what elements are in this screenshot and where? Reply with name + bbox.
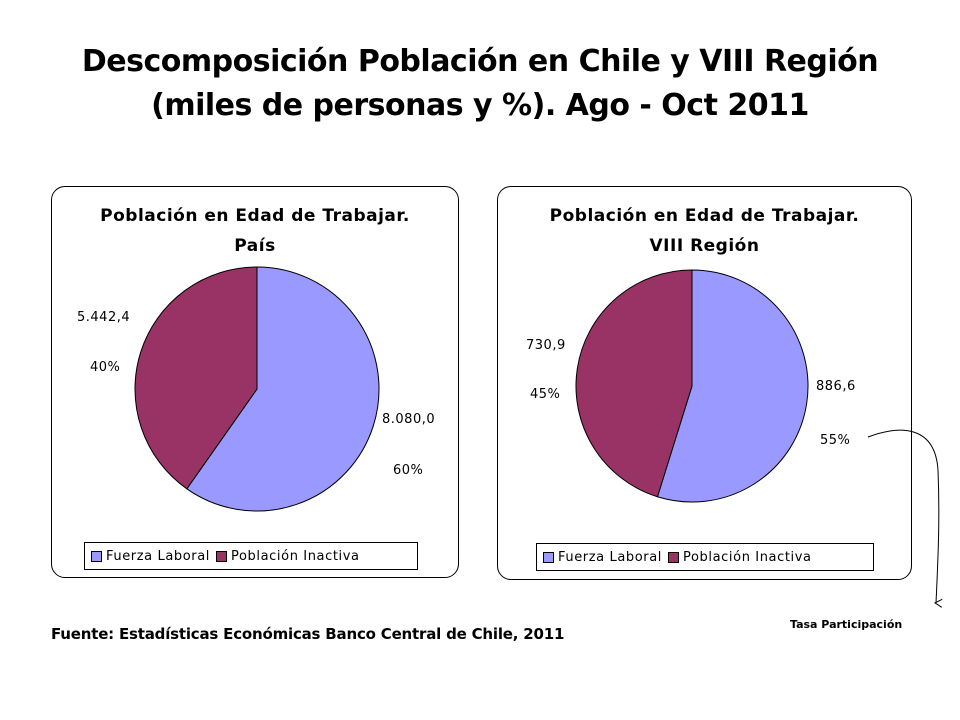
chart-pais: Población en Edad de Trabajar. País 8.08… bbox=[51, 186, 459, 578]
tasa-participacion-label: Tasa Participación bbox=[790, 618, 903, 631]
legend-label-poblacion-inactiva: Población Inactiva bbox=[683, 549, 812, 565]
slide-title-line2: (miles de personas y %). Ago - Oct 2011 bbox=[151, 88, 809, 123]
chart-title-pais: Población en Edad de Trabajar. País bbox=[52, 201, 458, 261]
pie-slice-fuerza-laboral bbox=[186, 266, 380, 512]
percent-label-poblacion-inactiva: 45% bbox=[530, 387, 560, 402]
legend-item-fuerza-laboral: Fuerza Laboral bbox=[91, 549, 210, 564]
legend-swatch-poblacion-inactiva bbox=[668, 551, 680, 563]
value-label-poblacion-inactiva: 730,9 bbox=[526, 338, 566, 353]
legend-label-poblacion-inactiva: Población Inactiva bbox=[231, 548, 360, 564]
legend-item-fuerza-laboral: Fuerza Laboral bbox=[543, 550, 662, 565]
pie-slice-poblacion-inactiva bbox=[575, 269, 693, 498]
chart-region: Población en Edad de Trabajar. VIII Regi… bbox=[497, 186, 912, 580]
source-note: Fuente: Estadísticas Económicas Banco Ce… bbox=[51, 625, 565, 643]
legend-label-fuerza-laboral: Fuerza Laboral bbox=[558, 549, 663, 565]
legend-label-fuerza-laboral: Fuerza Laboral bbox=[106, 548, 211, 564]
chart-title-pais-line1: Población en Edad de Trabajar. bbox=[100, 206, 410, 226]
chart-title-region: Población en Edad de Trabajar. VIII Regi… bbox=[498, 201, 911, 261]
chart-legend-pais: Fuerza Laboral Población Inactiva bbox=[84, 542, 418, 570]
pie-chart-region: 886,6 55% 730,9 45% bbox=[526, 269, 856, 503]
percent-label-poblacion-inactiva: 40% bbox=[90, 360, 120, 375]
value-label-fuerza-laboral: 8.080,0 bbox=[382, 412, 435, 427]
legend-item-poblacion-inactiva: Población Inactiva bbox=[668, 550, 812, 565]
pie-chart-pais: 8.080,0 60% 5.442,4 40% bbox=[77, 266, 435, 512]
pie-slice-poblacion-inactiva bbox=[134, 266, 258, 490]
chart-title-pais-line2: País bbox=[234, 236, 276, 256]
value-label-poblacion-inactiva: 5.442,4 bbox=[77, 310, 130, 325]
legend-swatch-poblacion-inactiva bbox=[216, 550, 228, 562]
chart-title-region-line1: Población en Edad de Trabajar. bbox=[549, 206, 860, 226]
legend-swatch-fuerza-laboral bbox=[91, 550, 102, 562]
percent-label-fuerza-laboral: 55% bbox=[820, 433, 850, 448]
chart-title-region-line2: VIII Región bbox=[649, 236, 760, 256]
chart-legend-region: Fuerza Laboral Población Inactiva bbox=[536, 543, 874, 571]
pie-slice-fuerza-laboral bbox=[656, 269, 809, 503]
percent-label-fuerza-laboral: 60% bbox=[393, 463, 423, 478]
legend-item-poblacion-inactiva: Población Inactiva bbox=[216, 549, 360, 564]
slide-title: Descomposición Población en Chile y VIII… bbox=[0, 40, 960, 128]
value-label-fuerza-laboral: 886,6 bbox=[816, 379, 856, 394]
legend-swatch-fuerza-laboral bbox=[543, 551, 554, 563]
slide-title-line1: Descomposición Población en Chile y VIII… bbox=[81, 44, 879, 79]
